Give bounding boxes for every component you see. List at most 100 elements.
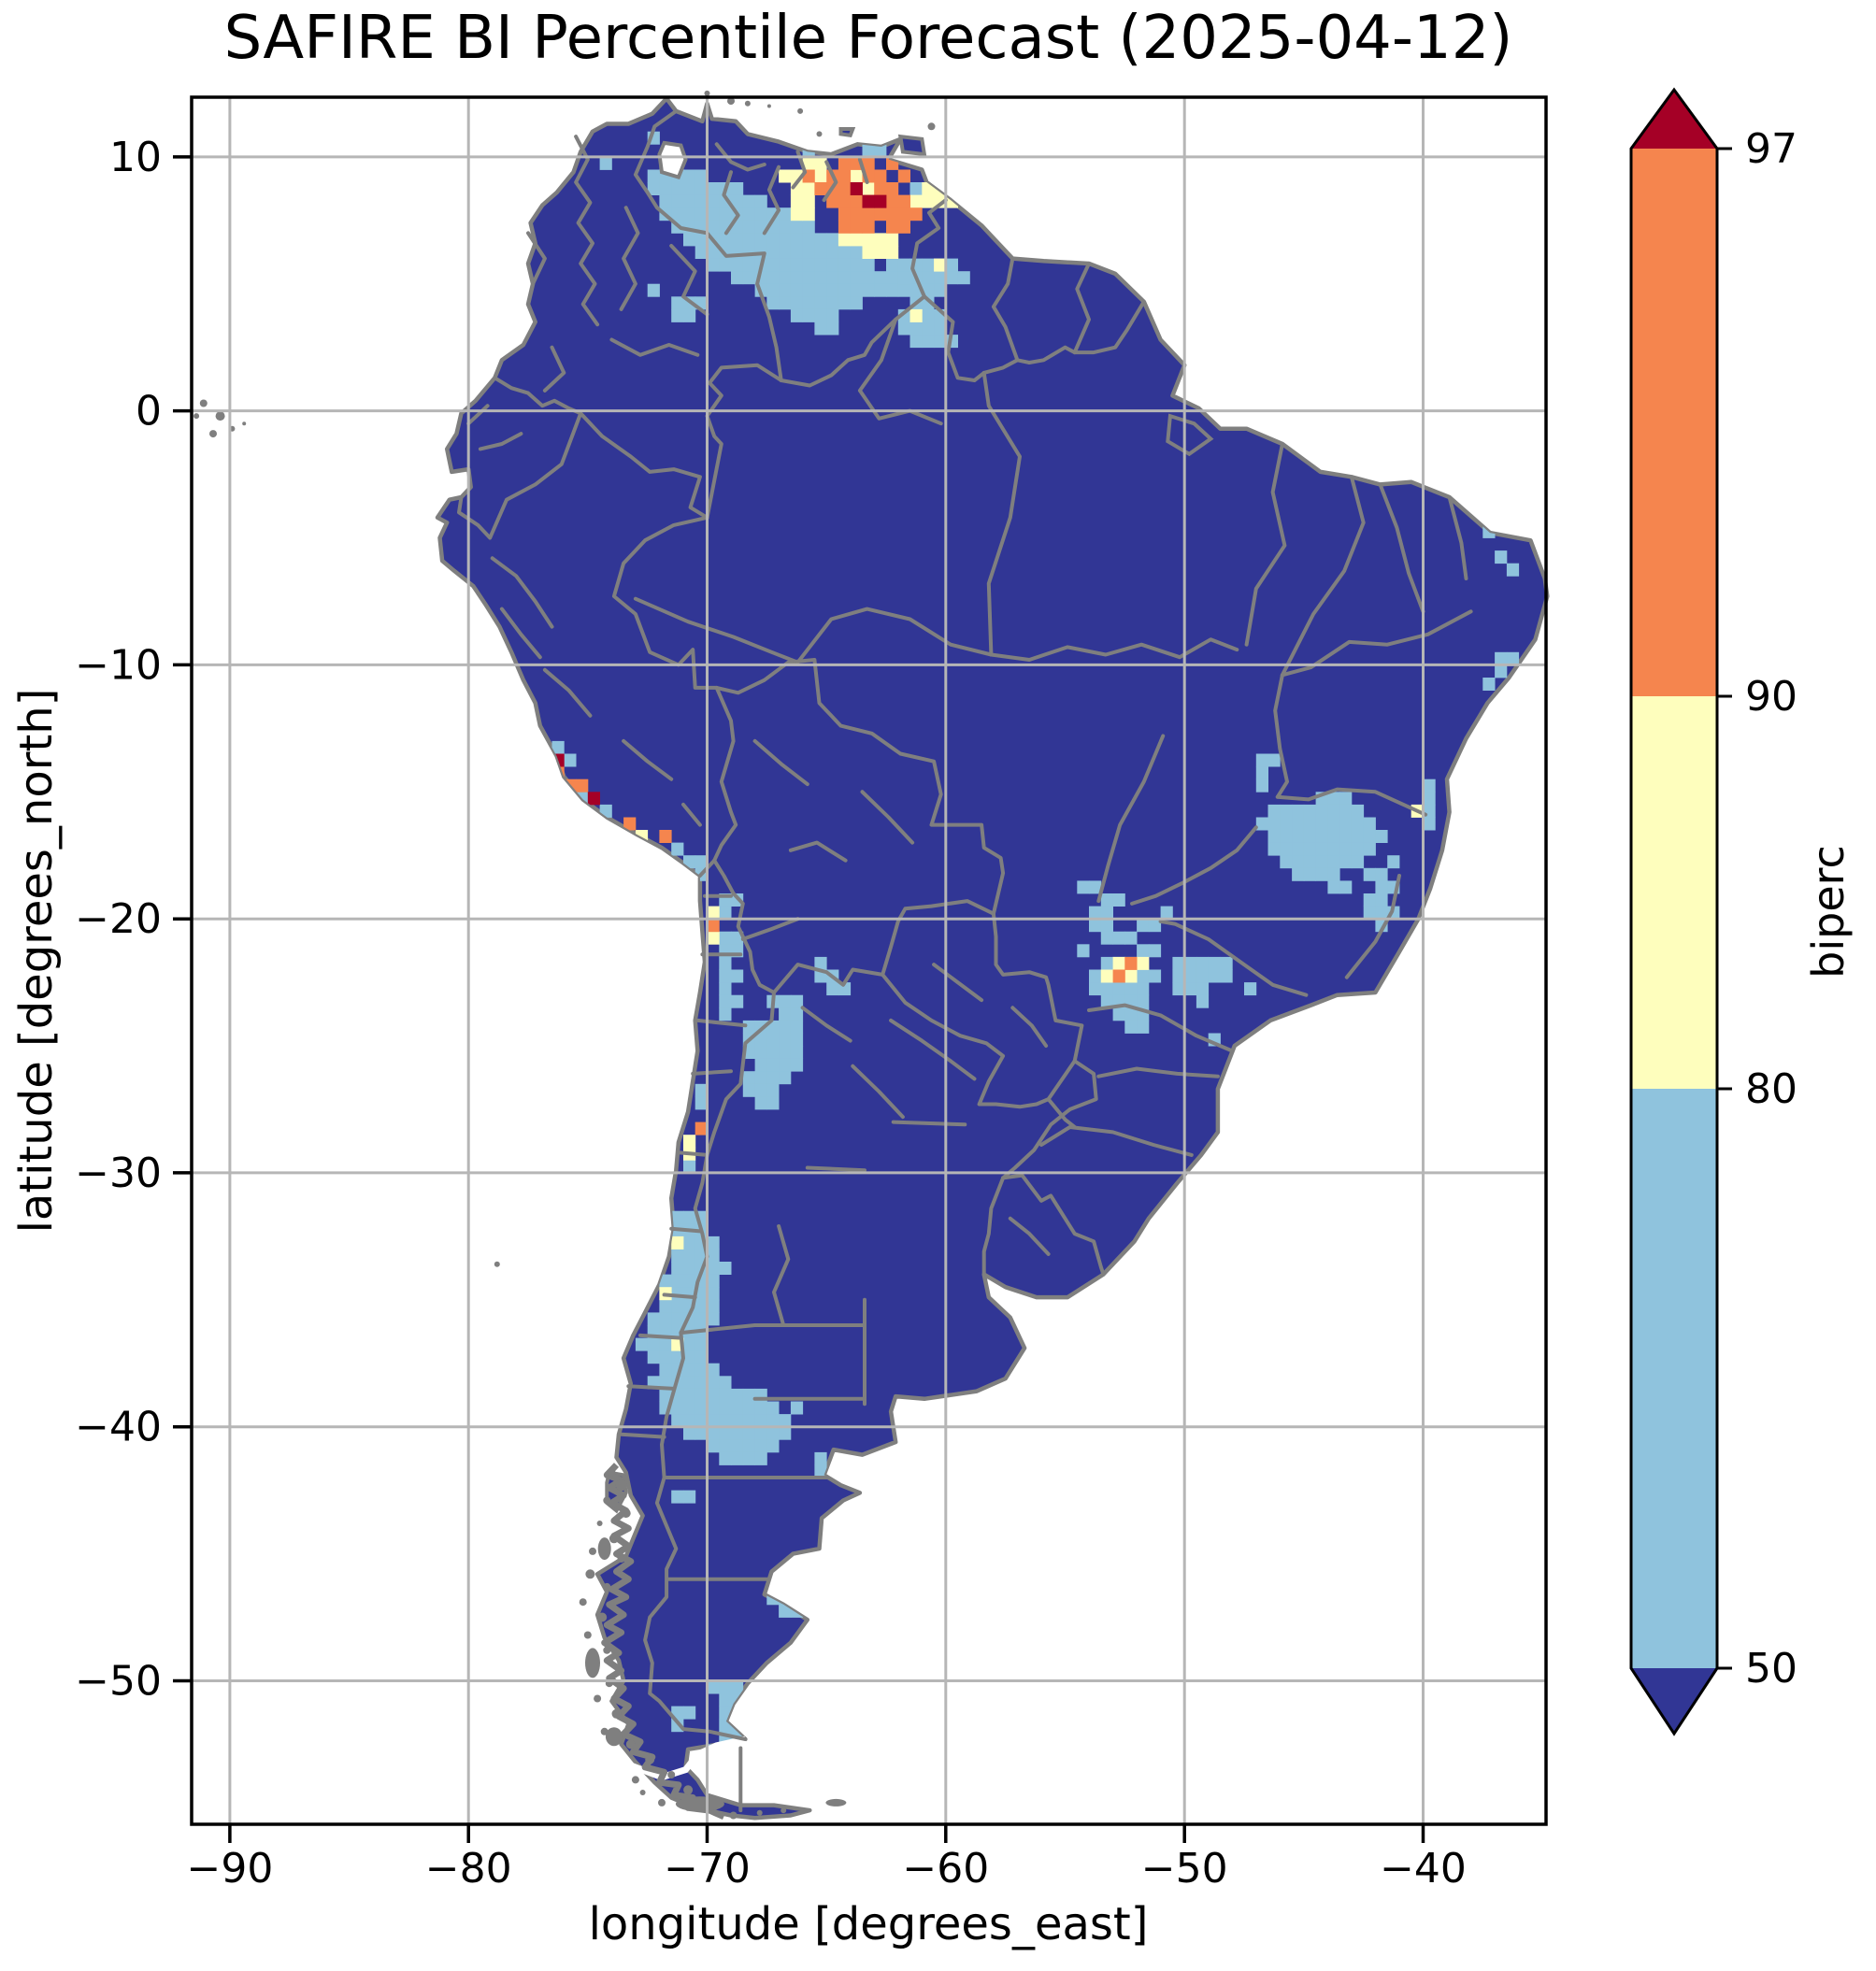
heat-cell-p50 — [1280, 830, 1293, 843]
heat-cell-p50 — [1208, 969, 1221, 983]
heat-cell-p50 — [754, 1071, 767, 1085]
heat-cell-p50 — [683, 1414, 696, 1428]
heat-cell-p50 — [779, 207, 792, 221]
admin-boundary — [457, 411, 583, 540]
heat-cell-p50 — [683, 1262, 696, 1275]
heat-cell-p50 — [719, 1262, 732, 1275]
heat-cell-p50 — [1280, 855, 1293, 869]
heat-cell-p50 — [754, 1083, 767, 1097]
admin-boundary — [881, 899, 995, 977]
x-axis-label: longitude [degrees_east] — [589, 1898, 1149, 1950]
heat-cell-p50 — [1375, 880, 1388, 894]
heat-cell-p50 — [802, 220, 815, 234]
heat-cell-p50 — [1089, 880, 1102, 894]
heat-cell-p50 — [671, 1490, 684, 1504]
heat-cell-p50 — [707, 1262, 720, 1275]
x-tick-label: −40 — [1380, 1845, 1467, 1892]
heat-cell-p90 — [838, 182, 852, 195]
heat-cell-p50 — [814, 246, 827, 259]
heat-cell-p50 — [1196, 956, 1210, 970]
heat-cell-p50 — [790, 271, 804, 285]
heat-cell-p50 — [707, 1426, 720, 1440]
heat-cell-p97 — [587, 792, 600, 806]
heat-cell-p50 — [766, 1083, 780, 1097]
colorbar-segment-50-80 — [1631, 1089, 1717, 1668]
colorbar-under-arrow — [1631, 1668, 1717, 1734]
island-dot — [727, 97, 735, 106]
admin-boundary — [1275, 787, 1428, 817]
heat-cell-p50 — [742, 271, 755, 285]
heat-cell-p50 — [1220, 969, 1233, 983]
heat-cell-p50 — [1506, 651, 1520, 665]
heat-cell-p50 — [695, 1337, 708, 1351]
heat-cell-p50 — [695, 233, 708, 247]
heat-cell-p50 — [766, 1046, 780, 1059]
heat-cell-p50 — [1172, 956, 1185, 970]
heat-cell-p50 — [671, 1262, 684, 1275]
heat-cell-p50 — [754, 1439, 767, 1453]
heat-cell-p90 — [874, 182, 887, 195]
heat-cell-p50 — [934, 321, 947, 336]
heat-cell-p50 — [754, 233, 767, 247]
heat-cell-p50 — [731, 1426, 744, 1440]
heat-cell-p80 — [934, 258, 947, 272]
heat-cell-p50 — [1327, 817, 1340, 831]
heat-cell-p50 — [1255, 817, 1268, 831]
admin-boundary — [932, 963, 984, 1003]
heat-cell-p50 — [719, 969, 732, 983]
heat-cell-p50 — [766, 1439, 780, 1453]
heat-cell-p90 — [862, 156, 875, 170]
heat-cell-p90 — [1112, 969, 1125, 983]
heat-cell-p50 — [1315, 867, 1328, 881]
admin-boundary — [851, 1064, 905, 1120]
heat-cell-p50 — [731, 1439, 744, 1453]
heat-cell-p50 — [695, 246, 708, 259]
admin-boundary — [695, 1018, 748, 1028]
admin-boundary — [1046, 1097, 1077, 1129]
heat-cell-p50 — [742, 1439, 755, 1453]
heat-cell-p80 — [886, 246, 899, 259]
heat-cell-p50 — [897, 283, 910, 297]
heat-cell-p50 — [647, 182, 660, 195]
heat-cell-p50 — [707, 1363, 720, 1377]
heat-cell-p50 — [659, 194, 672, 208]
heat-cell-p50 — [790, 994, 804, 1008]
heat-cell-p50 — [1255, 753, 1268, 767]
heat-cell-p50 — [719, 1388, 732, 1402]
heat-cell-p50 — [779, 283, 792, 297]
heat-cell-p50 — [1292, 830, 1305, 843]
heat-cell-p50 — [1148, 944, 1162, 958]
island-dot — [667, 1771, 676, 1778]
heat-cell-p50 — [934, 335, 947, 349]
heat-cell-p50 — [671, 1299, 684, 1313]
admin-boundary — [579, 411, 709, 520]
heat-cell-p50 — [731, 994, 744, 1008]
y-tick-label: −10 — [75, 641, 162, 689]
heat-cell-p50 — [850, 258, 863, 272]
heat-cell-p90 — [838, 156, 852, 170]
heat-cell-p50 — [754, 1096, 767, 1110]
heat-cell-p50 — [707, 1388, 720, 1402]
heat-cell-p50 — [754, 1046, 767, 1059]
admin-boundary — [910, 198, 948, 299]
heat-cell-p90 — [850, 207, 863, 221]
heat-cell-p50 — [683, 1376, 696, 1390]
admin-boundary — [526, 231, 547, 286]
heat-cell-p80 — [862, 182, 875, 195]
heat-cell-p50 — [647, 283, 660, 297]
admin-boundary — [712, 685, 738, 863]
heat-cell-p50 — [695, 1083, 708, 1097]
heat-cell-p50 — [754, 1058, 767, 1072]
heat-cell-p50 — [779, 246, 792, 259]
heat-cell-p50 — [790, 258, 804, 272]
heat-cell-p50 — [862, 258, 875, 272]
map-islands — [193, 90, 936, 1820]
heat-cell-p50 — [695, 1426, 708, 1440]
heat-cell-p50 — [742, 1451, 755, 1465]
heat-cell-p50 — [731, 258, 744, 272]
heat-cell-p50 — [707, 1401, 720, 1415]
heat-cell-p50 — [779, 1033, 792, 1047]
heat-cell-p50 — [659, 1388, 672, 1402]
heat-cell-p50 — [874, 283, 887, 297]
marajo-island — [1166, 413, 1214, 457]
